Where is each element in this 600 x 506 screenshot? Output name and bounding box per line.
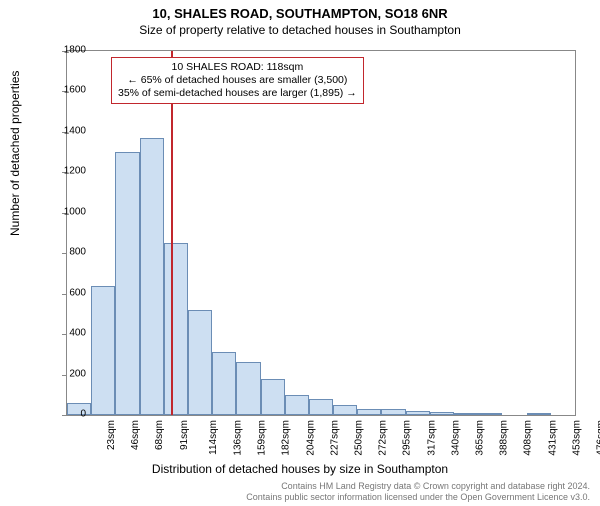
annotation-line2: ← 65% of detached houses are smaller (3,… <box>118 74 357 87</box>
y-tick-label: 1600 <box>46 85 86 96</box>
x-tick-label: 365sqm <box>475 420 486 456</box>
annotation-line3: 35% of semi-detached houses are larger (… <box>118 87 357 100</box>
bar <box>164 243 188 415</box>
bar <box>357 409 381 415</box>
reference-line <box>171 51 173 415</box>
plot-area: 10 SHALES ROAD: 118sqm ← 65% of detached… <box>66 50 576 416</box>
x-tick-label: 136sqm <box>233 420 244 456</box>
x-tick-label: 272sqm <box>378 420 389 456</box>
x-tick-label: 453sqm <box>571 420 582 456</box>
bar <box>381 409 405 415</box>
y-tick-label: 600 <box>46 287 86 298</box>
x-tick-label: 227sqm <box>329 420 340 456</box>
y-tick-label: 1400 <box>46 125 86 136</box>
x-tick-label: 68sqm <box>154 420 165 450</box>
y-tick-label: 1200 <box>46 166 86 177</box>
x-tick-label: 204sqm <box>305 420 316 456</box>
x-tick-label: 408sqm <box>523 420 534 456</box>
x-tick-label: 388sqm <box>499 420 510 456</box>
bar <box>430 412 454 415</box>
y-tick-label: 1800 <box>46 45 86 56</box>
y-tick-label: 200 <box>46 368 86 379</box>
x-tick-label: 159sqm <box>257 420 268 456</box>
bar <box>140 138 164 415</box>
x-tick-label: 182sqm <box>281 420 292 456</box>
chart-title-line1: 10, SHALES ROAD, SOUTHAMPTON, SO18 6NR <box>0 6 600 21</box>
x-tick-label: 295sqm <box>402 420 413 456</box>
x-tick-label: 340sqm <box>450 420 461 456</box>
bar <box>454 413 478 415</box>
bar <box>261 379 285 415</box>
x-tick-label: 23sqm <box>106 420 117 450</box>
y-tick-label: 1000 <box>46 206 86 217</box>
x-tick-label: 317sqm <box>426 420 437 456</box>
x-tick-label: 476sqm <box>595 420 600 456</box>
bar <box>406 411 430 415</box>
y-axis-label: Number of detached properties <box>8 71 22 236</box>
x-axis-label: Distribution of detached houses by size … <box>0 462 600 476</box>
y-tick-label: 400 <box>46 328 86 339</box>
x-tick-label: 250sqm <box>354 420 365 456</box>
bar <box>236 362 260 415</box>
y-tick-label: 800 <box>46 247 86 258</box>
bar <box>309 399 333 415</box>
bar <box>333 405 357 415</box>
bar <box>478 413 502 415</box>
annotation-box: 10 SHALES ROAD: 118sqm ← 65% of detached… <box>111 57 364 104</box>
bar <box>527 413 551 415</box>
x-tick-label: 91sqm <box>179 420 190 450</box>
x-tick-label: 114sqm <box>208 420 219 455</box>
bar <box>285 395 309 415</box>
footer-line2: Contains public sector information licen… <box>246 492 590 503</box>
bar <box>91 286 115 415</box>
x-tick-label: 431sqm <box>547 420 558 456</box>
x-tick-label: 46sqm <box>130 420 141 450</box>
chart-title-line2: Size of property relative to detached ho… <box>0 23 600 37</box>
bar <box>188 310 212 415</box>
footer-line1: Contains HM Land Registry data © Crown c… <box>246 481 590 492</box>
annotation-line1: 10 SHALES ROAD: 118sqm <box>118 61 357 74</box>
y-tick-label: 0 <box>46 409 86 420</box>
bars-group <box>67 51 575 415</box>
chart-container: 10, SHALES ROAD, SOUTHAMPTON, SO18 6NR S… <box>0 6 600 506</box>
bar <box>212 352 236 415</box>
bar <box>115 152 139 415</box>
